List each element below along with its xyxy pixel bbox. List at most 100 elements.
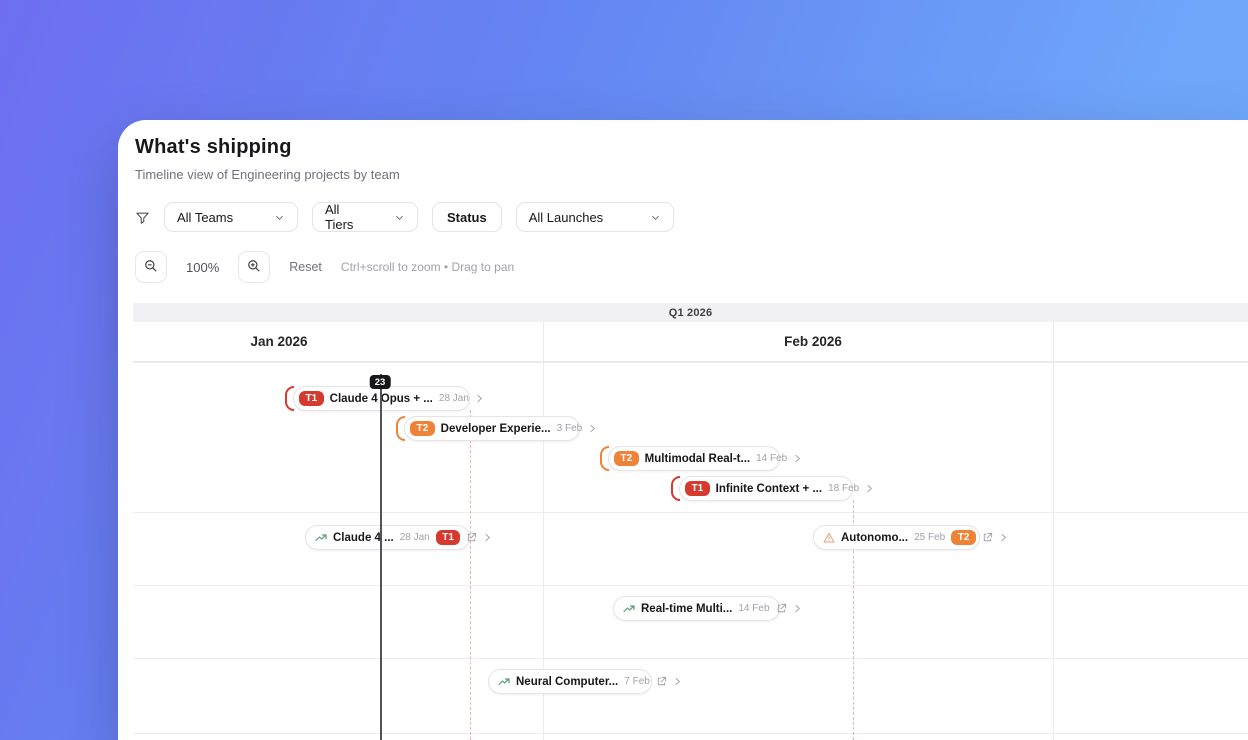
zoom-in-button[interactable] (238, 251, 271, 283)
pill-meta: 7 Feb (624, 676, 682, 687)
page-subtitle: Timeline view of Engineering projects by… (135, 167, 400, 182)
external-link-icon (466, 532, 477, 543)
pill-meta: 28 Jan (439, 393, 484, 404)
chevron-right-icon (793, 454, 802, 463)
project-pill[interactable]: T2 Developer Experie... 3 Feb (404, 416, 596, 441)
project-pill[interactable]: T2 Multimodal Real-t... 14 Feb (608, 446, 801, 471)
launch-date: 3 Feb (556, 423, 583, 434)
filter-icon (135, 210, 150, 225)
deadline-line (470, 410, 471, 740)
filter-bar: All Teams All Tiers Status All Launches (135, 202, 674, 232)
tiers-dropdown-value: All Tiers (325, 202, 354, 232)
chevron-right-icon (483, 533, 492, 542)
project-name: Claude 4 Opus + ... (329, 392, 433, 405)
launch-date: 14 Feb (738, 603, 770, 614)
chevron-right-icon (673, 677, 682, 686)
external-link-icon (656, 676, 667, 687)
timeline-bar[interactable]: T2 Developer Experie... 3 Feb (396, 416, 596, 441)
chevron-right-icon (475, 394, 484, 403)
bar-start-cap (600, 446, 609, 471)
chevron-right-icon (793, 604, 802, 613)
zoom-level: 100% (186, 259, 220, 275)
chevron-right-icon (865, 484, 874, 493)
timeline-bar[interactable]: T1 Infinite Context + ... 18 Feb (671, 476, 873, 501)
tier-badge: T1 (299, 391, 324, 406)
pill-meta: 14 Feb (756, 453, 802, 464)
teams-dropdown-value: All Teams (177, 209, 234, 225)
chevron-down-icon (394, 212, 405, 223)
tier-badge: T2 (614, 451, 639, 466)
trend-up-icon (498, 676, 510, 688)
external-link-icon (982, 532, 993, 543)
timeline-bar[interactable]: Real-time Multi... 14 Feb (613, 596, 800, 621)
row-gridline (133, 658, 1248, 659)
timeline-bar[interactable]: Autonomo... 25 Feb T2 (813, 525, 1006, 550)
month-label-feb: Feb 2026 (784, 334, 842, 349)
launch-date: 7 Feb (624, 676, 650, 687)
chevron-right-icon (588, 424, 597, 433)
tier-badge: T2 (951, 530, 976, 545)
trend-up-icon (315, 532, 327, 544)
project-pill[interactable]: Claude 4 ... 28 Jan T1 (305, 525, 491, 550)
project-pill[interactable]: Autonomo... 25 Feb T2 (813, 525, 1006, 550)
tier-badge: T1 (685, 481, 710, 496)
timeline-bar[interactable]: T1 Claude 4 Opus + ... 28 Jan (285, 386, 483, 411)
teams-dropdown[interactable]: All Teams (164, 202, 298, 232)
timeline-bar[interactable]: T2 Multimodal Real-t... 14 Feb (600, 446, 801, 471)
quarter-label: Q1 2026 (668, 306, 713, 319)
month-header: Jan 2026 Feb 2026 (133, 322, 1248, 362)
project-name: Multimodal Real-t... (644, 452, 751, 465)
status-filter-button[interactable]: Status (432, 202, 502, 232)
timeline-bar[interactable]: Claude 4 ... 28 Jan T1 (305, 525, 491, 550)
warning-icon (823, 532, 835, 544)
launches-dropdown-value: All Launches (528, 209, 604, 225)
timeline-bar[interactable]: Neural Computer... 7 Feb (488, 669, 680, 694)
tier-badge: T1 (435, 530, 461, 545)
pill-meta: 28 Jan T1 (400, 530, 493, 545)
project-pill[interactable]: T1 Claude 4 Opus + ... 28 Jan (293, 386, 483, 411)
project-name: Neural Computer... (516, 675, 619, 688)
zoom-hint: Ctrl+scroll to zoom • Drag to pan (340, 260, 515, 274)
project-pill[interactable]: Real-time Multi... 14 Feb (613, 596, 800, 621)
month-gridline (1053, 322, 1054, 740)
reset-zoom-button[interactable]: Reset (289, 260, 322, 274)
bar-start-cap (671, 476, 680, 501)
project-pill[interactable]: Neural Computer... 7 Feb (488, 669, 680, 694)
page-title: What's shipping (135, 136, 292, 158)
pill-meta: 18 Feb (828, 483, 874, 494)
pill-meta: 3 Feb (557, 423, 598, 434)
row-gridline (133, 733, 1248, 734)
launch-date: 28 Jan (438, 393, 469, 404)
row-gridline (133, 512, 1248, 513)
chevron-down-icon (650, 212, 661, 223)
project-name: Claude 4 ... (333, 531, 394, 544)
pill-meta: 25 Feb T2 (914, 530, 1008, 545)
tiers-dropdown[interactable]: All Tiers (312, 202, 418, 232)
project-pill[interactable]: T1 Infinite Context + ... 18 Feb (679, 476, 873, 501)
project-name: Developer Experie... (440, 422, 551, 435)
external-link-icon (776, 603, 787, 614)
today-line (380, 374, 382, 740)
bar-start-cap (396, 416, 405, 441)
bar-start-cap (285, 386, 294, 411)
quarter-header: Q1 2026 (133, 303, 1248, 322)
pill-meta: 14 Feb (738, 603, 801, 614)
trend-up-icon (623, 603, 635, 615)
zoom-toolbar: 100% Reset Ctrl+scroll to zoom • Drag to… (135, 251, 514, 283)
zoom-in-icon (247, 259, 261, 276)
row-gridline (133, 585, 1248, 586)
project-name: Real-time Multi... (641, 602, 733, 615)
row-gridline (133, 362, 1248, 363)
launches-dropdown[interactable]: All Launches (515, 202, 674, 232)
project-name: Autonomo... (841, 531, 909, 544)
tier-badge: T2 (410, 421, 435, 436)
zoom-out-icon (144, 259, 158, 276)
main-panel: What's shipping Timeline view of Enginee… (118, 120, 1248, 740)
launch-date: 18 Feb (828, 483, 860, 494)
zoom-out-button[interactable] (135, 251, 167, 283)
launch-date: 14 Feb (756, 453, 788, 464)
month-label-jan: Jan 2026 (250, 334, 308, 349)
chevron-right-icon (999, 533, 1008, 542)
launch-date: 28 Jan (399, 532, 430, 543)
timeline-chart: 23 T1 Claude 4 Opus + ... 28 Jan T2 Developer… (118, 120, 1248, 740)
